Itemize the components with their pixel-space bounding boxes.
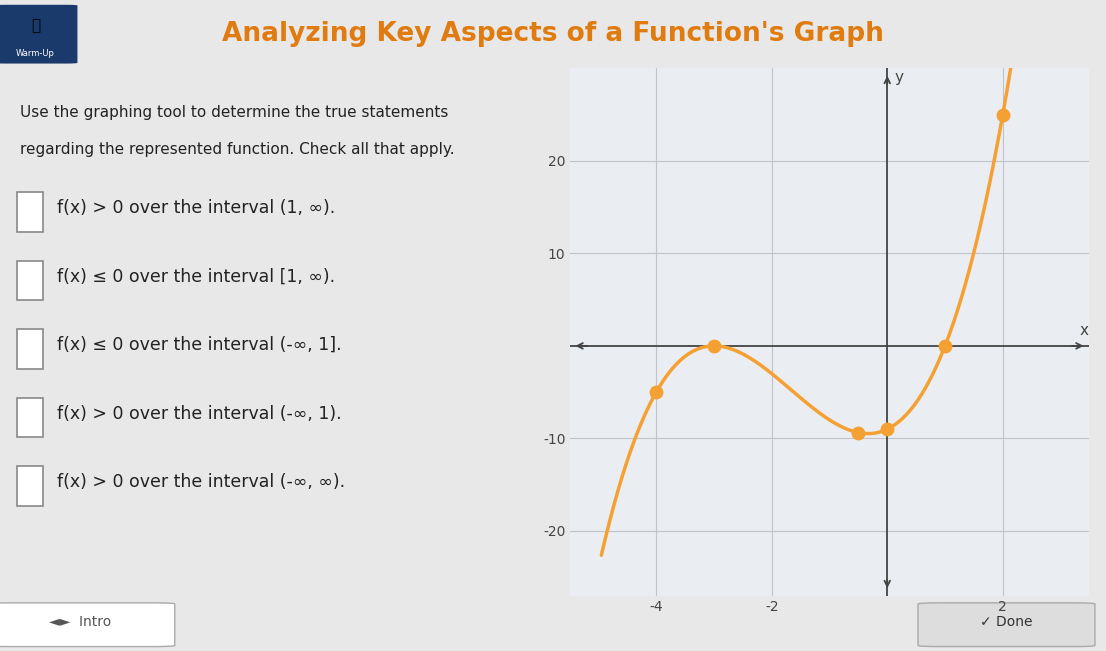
FancyBboxPatch shape: [0, 603, 175, 646]
Text: ✓ Done: ✓ Done: [980, 615, 1033, 630]
FancyBboxPatch shape: [17, 192, 43, 232]
FancyBboxPatch shape: [17, 467, 43, 506]
Text: regarding the represented function. Check all that apply.: regarding the represented function. Chec…: [20, 142, 455, 157]
Text: x: x: [1079, 323, 1088, 338]
Text: y: y: [895, 70, 904, 85]
Text: Analyzing Key Aspects of a Function's Graph: Analyzing Key Aspects of a Function's Gr…: [222, 21, 884, 47]
FancyBboxPatch shape: [17, 261, 43, 300]
Text: Use the graphing tool to determine the true statements: Use the graphing tool to determine the t…: [20, 105, 448, 120]
FancyBboxPatch shape: [0, 5, 77, 64]
Text: ◄►  Intro: ◄► Intro: [49, 615, 111, 630]
FancyBboxPatch shape: [17, 329, 43, 369]
Text: 🔥: 🔥: [31, 18, 40, 33]
Text: Warm-Up: Warm-Up: [15, 49, 55, 58]
FancyBboxPatch shape: [17, 398, 43, 437]
Text: f(x) ≤ 0 over the interval [1, ∞).: f(x) ≤ 0 over the interval [1, ∞).: [58, 268, 335, 286]
Text: f(x) > 0 over the interval (-∞, 1).: f(x) > 0 over the interval (-∞, 1).: [58, 405, 342, 422]
Text: f(x) ≤ 0 over the interval (-∞, 1].: f(x) ≤ 0 over the interval (-∞, 1].: [58, 336, 342, 354]
Text: f(x) > 0 over the interval (1, ∞).: f(x) > 0 over the interval (1, ∞).: [58, 199, 335, 217]
FancyBboxPatch shape: [918, 603, 1095, 646]
Text: f(x) > 0 over the interval (-∞, ∞).: f(x) > 0 over the interval (-∞, ∞).: [58, 473, 345, 492]
